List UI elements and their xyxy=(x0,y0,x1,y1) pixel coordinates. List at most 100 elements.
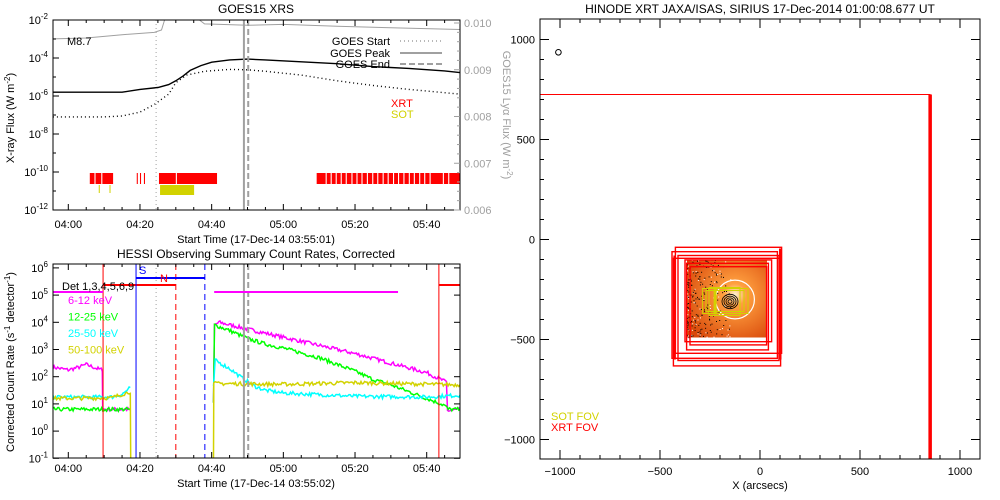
y-tick-label: 10-10 xyxy=(24,164,48,179)
image-speckle xyxy=(717,264,719,266)
image-speckle xyxy=(716,273,718,275)
image-speckle xyxy=(727,334,729,336)
xrt-coverage-bar xyxy=(414,173,420,184)
image-speckle xyxy=(691,284,693,286)
image-speckle xyxy=(695,298,697,300)
image-speckle xyxy=(709,308,711,309)
image-speckle xyxy=(711,323,713,325)
image-speckle xyxy=(687,334,688,336)
image-speckle xyxy=(687,335,689,337)
tick-exponent: -6 xyxy=(41,88,49,97)
image-speckle xyxy=(688,316,690,318)
image-speckle xyxy=(699,322,701,324)
image-speckle xyxy=(726,335,728,337)
y-tick-label: 0 xyxy=(529,235,535,247)
image-speckle xyxy=(699,335,701,337)
y-tick-label: 10-8 xyxy=(29,126,49,141)
tick-base: 10 xyxy=(29,15,41,27)
image-speckle xyxy=(728,293,730,295)
image-speckle xyxy=(687,282,689,284)
image-speckle xyxy=(692,323,694,325)
image-speckle xyxy=(690,294,692,296)
image-speckle xyxy=(688,286,690,288)
image-speckle xyxy=(719,270,721,272)
image-speckle xyxy=(727,329,729,331)
image-speckle xyxy=(687,303,689,305)
image-speckle xyxy=(699,317,701,319)
image-speckle xyxy=(698,260,699,262)
image-speckle xyxy=(706,306,708,308)
image-speckle xyxy=(692,295,694,297)
image-speckle xyxy=(703,292,705,294)
image-speckle xyxy=(694,288,696,290)
image-speckle xyxy=(699,276,701,278)
legend-label: GOES Peak xyxy=(330,48,390,60)
xrt-coverage-bar xyxy=(420,173,425,184)
y-tick-label: 101 xyxy=(31,396,48,411)
x-tick-label: 500 xyxy=(851,466,869,478)
x-tick-label: 04:00 xyxy=(55,219,83,231)
legend-label: 50-100 keV xyxy=(68,345,125,357)
x-tick-label: 04:40 xyxy=(198,463,226,475)
image-speckle xyxy=(717,293,719,294)
fov-legend-label: XRT FOV xyxy=(551,422,599,434)
x-tick-label: 05:40 xyxy=(413,219,441,231)
image-speckle xyxy=(695,321,697,323)
xrt-coverage-bar xyxy=(136,173,138,184)
tick-base: 10 xyxy=(31,426,43,438)
image-speckle xyxy=(688,335,690,337)
image-speckle xyxy=(710,281,712,283)
image-speckle xyxy=(706,260,708,262)
series-line-2 xyxy=(53,20,460,40)
image-speckle xyxy=(700,329,702,331)
tick-base: 10 xyxy=(31,263,43,275)
xrt-coverage-bar xyxy=(383,173,388,184)
y-tick-label: 105 xyxy=(31,287,48,302)
image-speckle xyxy=(722,328,723,330)
xrt-coverage-bar xyxy=(404,173,409,184)
y-tick-label: 104 xyxy=(31,314,48,329)
x-tick-label: 04:40 xyxy=(198,219,226,231)
xrt-coverage-bar xyxy=(430,173,443,184)
tick-exponent: 0 xyxy=(44,423,49,432)
image-speckle xyxy=(714,272,716,274)
xrt-fov-box xyxy=(671,250,779,359)
xrt-coverage-bar xyxy=(102,173,114,184)
image-speckle xyxy=(721,334,723,336)
image-speckle xyxy=(729,328,730,330)
image-speckle xyxy=(691,316,693,318)
image-speckle xyxy=(688,298,690,300)
tick-exponent: 4 xyxy=(44,314,49,323)
y-tick-label: 100 xyxy=(31,423,48,438)
y-tick-label: 103 xyxy=(31,342,48,357)
y-axis-label: X-ray Flux (W m-2) xyxy=(3,73,17,163)
x-axis-label: Start Time (17-Dec-14 03:55:01) xyxy=(177,234,335,246)
xrt-coverage-bar xyxy=(449,173,460,184)
image-speckle xyxy=(702,283,704,285)
image-speckle xyxy=(687,264,688,266)
image-speckle xyxy=(692,261,694,263)
image-speckle xyxy=(687,323,689,325)
tick-exponent: 3 xyxy=(44,342,49,351)
x-axis-label: X (arcsecs) xyxy=(732,480,788,492)
plot-area xyxy=(53,264,460,458)
image-speckle xyxy=(690,278,692,280)
tick-exponent: 5 xyxy=(44,287,49,296)
image-speckle xyxy=(720,276,722,278)
image-speckle xyxy=(707,304,709,306)
image-speckle xyxy=(697,278,699,280)
image-speckle xyxy=(724,305,726,307)
image-speckle xyxy=(704,311,706,313)
image-speckle xyxy=(697,298,699,300)
image-speckle xyxy=(730,279,732,281)
image-speckle xyxy=(701,328,703,330)
tick-base: 10 xyxy=(24,167,36,179)
intensity-contour xyxy=(721,293,739,310)
image-speckle xyxy=(710,263,712,265)
y-tick-label: 10-6 xyxy=(29,88,49,103)
x-tick-label: 04:00 xyxy=(55,463,83,475)
image-speckle xyxy=(716,321,717,322)
xrt-coverage-bar xyxy=(425,173,430,184)
series-line-50-100-keV xyxy=(53,379,460,458)
xrt-coverage-bar xyxy=(316,173,326,184)
